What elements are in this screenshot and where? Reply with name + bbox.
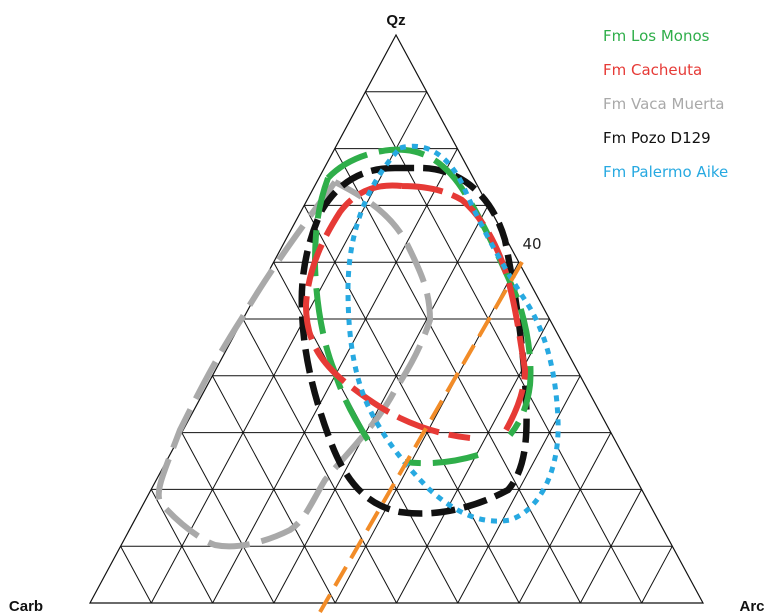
grid-line-right-family (150, 91, 428, 604)
field-vaca-muerta (155, 179, 434, 550)
grid-line-right-family (641, 545, 673, 604)
field-pozo-d129 (298, 164, 530, 517)
reference-line (318, 261, 524, 613)
legend-item-palermo-aike: Fm Palermo Aike (603, 163, 728, 181)
field-cacheuta (302, 182, 529, 441)
grid-line-left-family (303, 205, 520, 604)
grid-line-left-family (242, 318, 397, 604)
cacheuta-outline (302, 182, 529, 441)
legend-item-vaca-muerta: Fm Vaca Muerta (603, 95, 724, 113)
ternary-grid (120, 91, 673, 604)
grid-line-left-family (120, 545, 152, 604)
vertex-label-top: Qz (386, 12, 405, 29)
pozo-d129-outline (298, 164, 530, 517)
legend-item-cacheuta: Fm Cacheuta (603, 61, 702, 79)
legend-item-pozo-d129: Fm Pozo D129 (603, 129, 711, 147)
grid-line-left-family (181, 432, 275, 604)
vertex-label-left: Carb (9, 598, 43, 615)
legend: Fm Los Monos Fm Cacheuta Fm Vaca Muerta … (603, 27, 728, 181)
field-palermo-aike (345, 143, 561, 524)
palermo-aike-outline (345, 143, 561, 524)
grid-line-left-family (364, 91, 643, 604)
tick-label-40: 40 (522, 235, 541, 253)
grid-line-right-family (518, 432, 612, 604)
legend-item-los-monos: Fm Los Monos (603, 27, 710, 45)
vaca-muerta-outer-curve (155, 179, 434, 550)
vertex-label-right: Arc (739, 598, 764, 615)
